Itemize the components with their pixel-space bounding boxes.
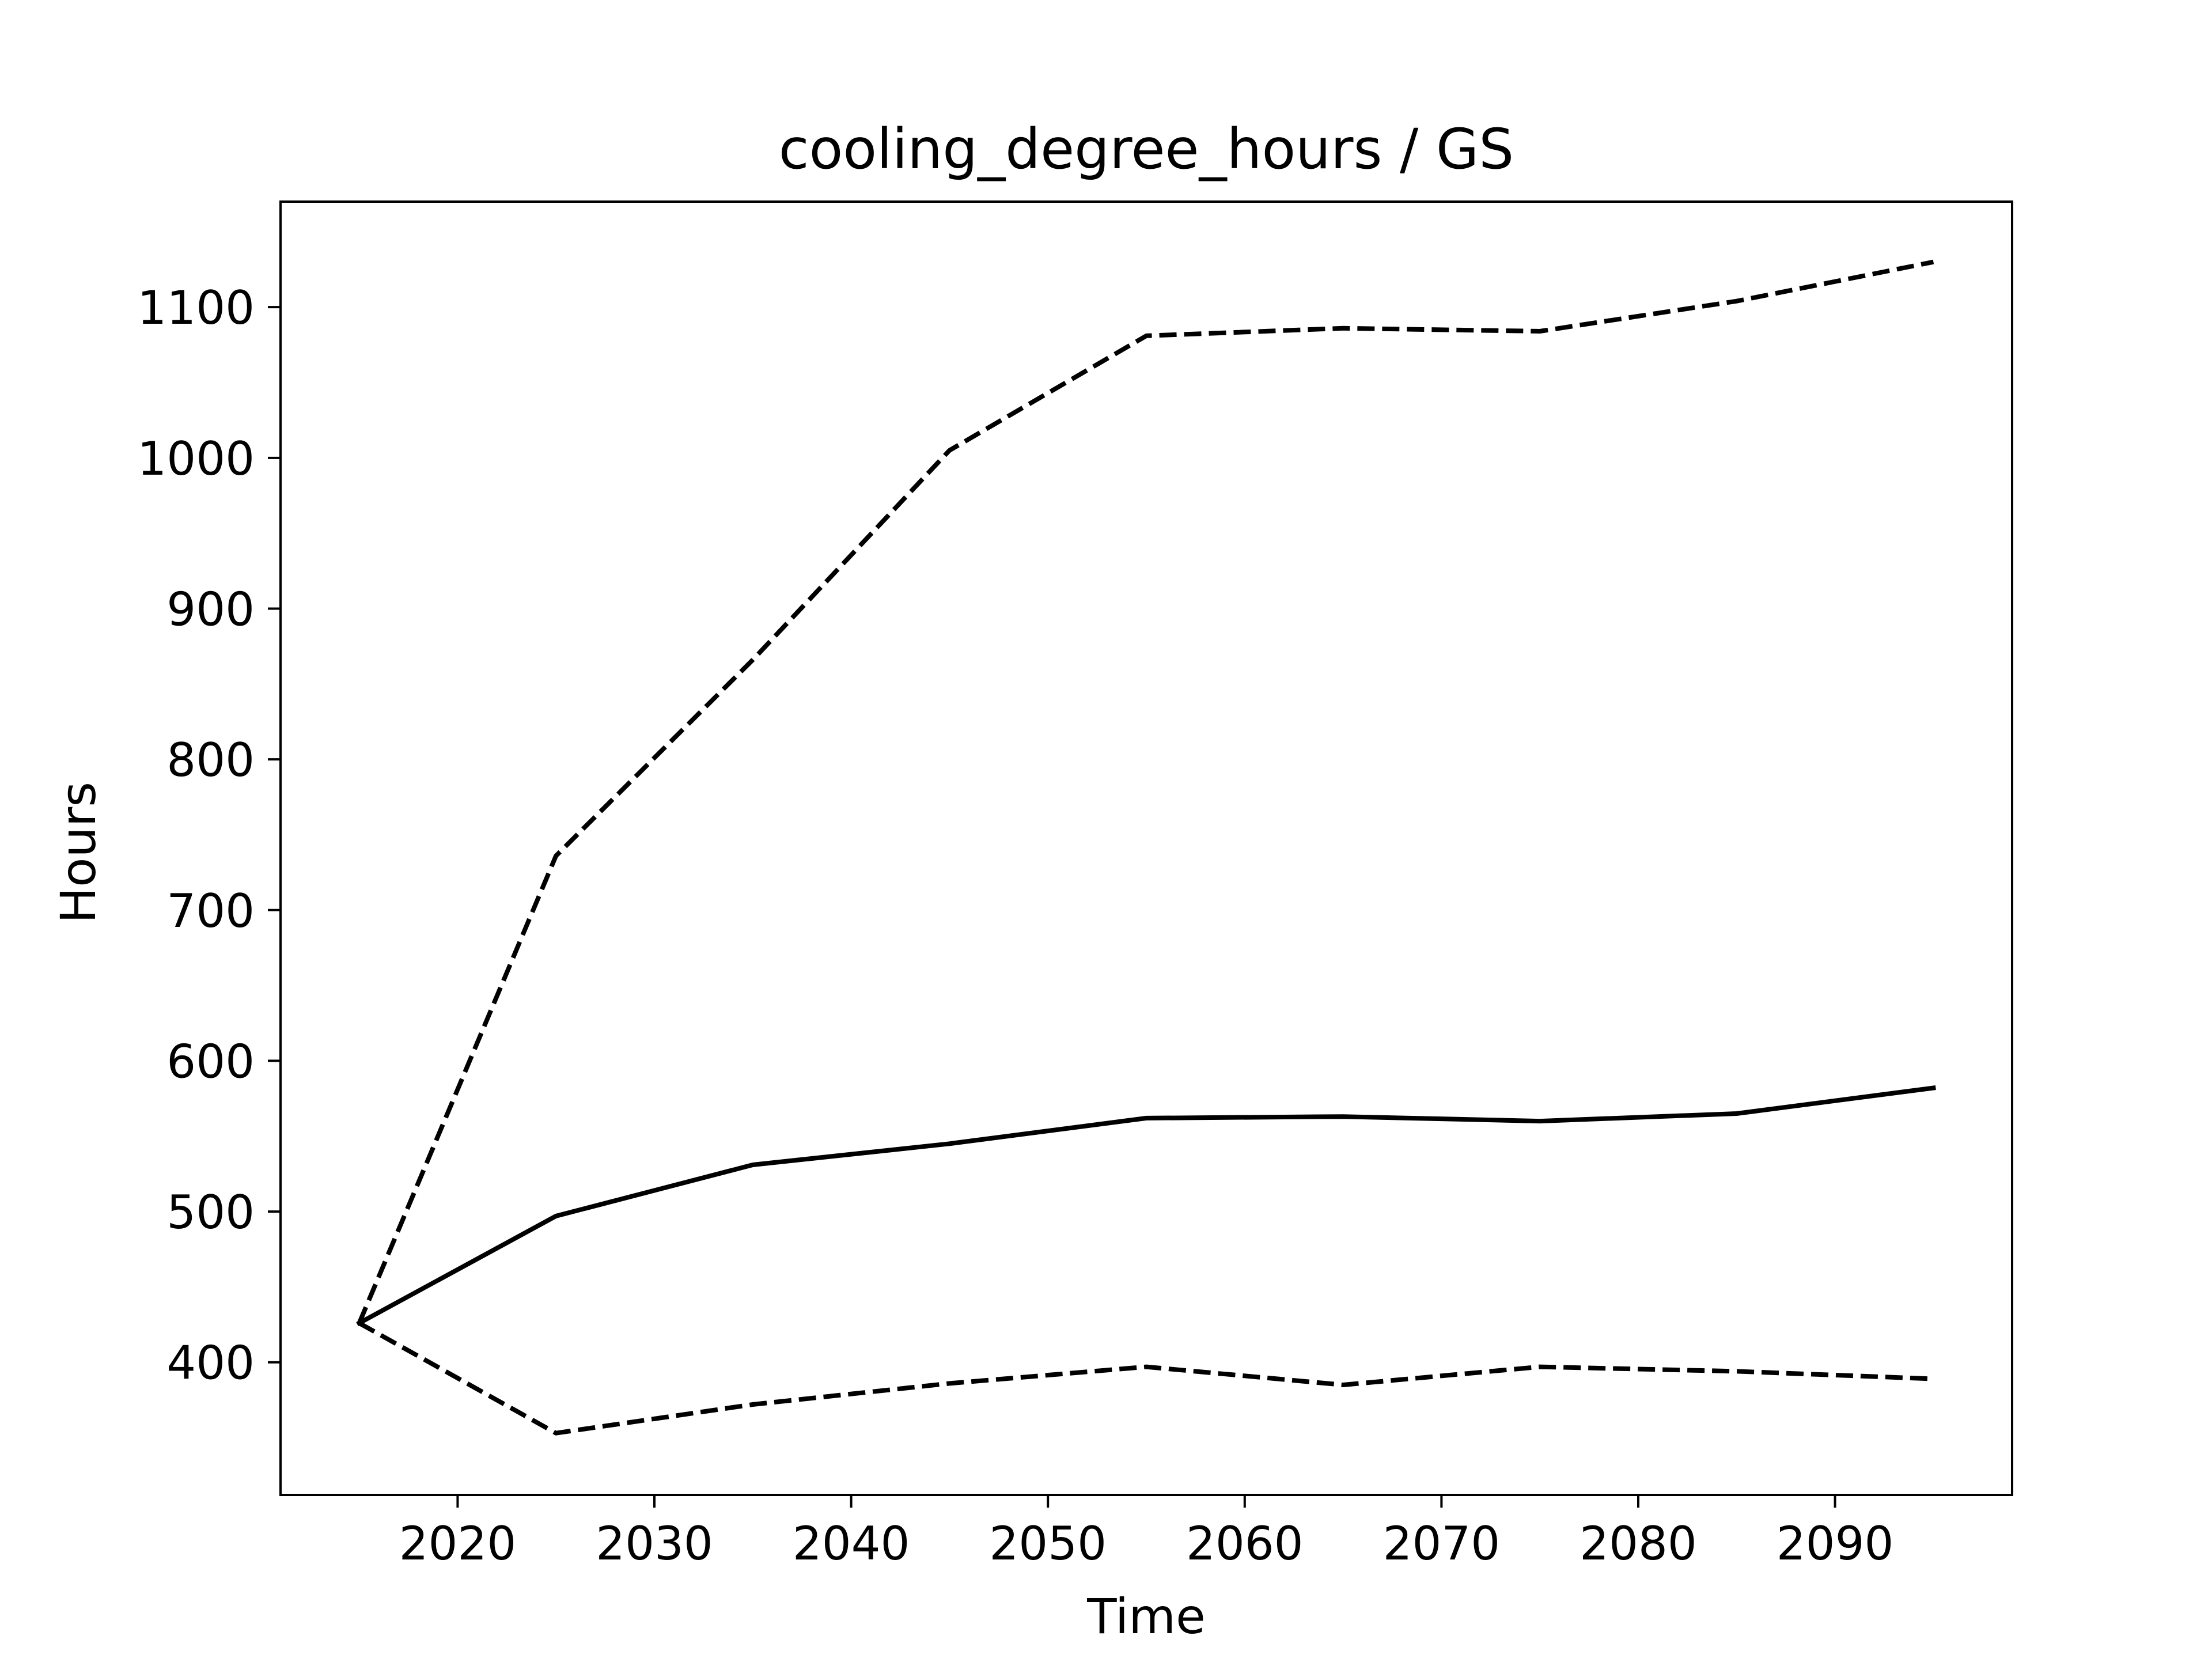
series-layer bbox=[356, 259, 1936, 1436]
y-tick-label: 900 bbox=[166, 582, 255, 636]
plot-frame bbox=[279, 200, 2013, 1496]
y-tick-label: 800 bbox=[166, 733, 255, 787]
chart-title: cooling_degree_hours / GS bbox=[779, 117, 1514, 181]
x-tick-label: 2080 bbox=[1580, 1517, 1697, 1570]
y-tick-label: 1000 bbox=[137, 432, 255, 486]
y-tick-label: 500 bbox=[166, 1186, 255, 1239]
series-line-3 bbox=[358, 1321, 1934, 1436]
x-tick-label: 2050 bbox=[989, 1517, 1107, 1570]
x-tick-label: 2060 bbox=[1186, 1517, 1304, 1570]
y-tick-label: 1100 bbox=[137, 281, 255, 335]
series-line-1 bbox=[357, 259, 1934, 1324]
x-axis-label: Time bbox=[1086, 1588, 1206, 1645]
y-axis-label: Hours bbox=[50, 782, 107, 923]
y-tick-label: 700 bbox=[166, 884, 255, 938]
x-tick-label: 2020 bbox=[399, 1517, 517, 1570]
x-tick-label: 2070 bbox=[1383, 1517, 1501, 1570]
tick-layer: 2020 2030 2040 2050 2060 2070 2080 2090 400 500 60… bbox=[137, 281, 1893, 1570]
series-line-2 bbox=[356, 1085, 1936, 1327]
y-tick-label: 400 bbox=[166, 1337, 255, 1390]
x-tick-label: 2040 bbox=[793, 1517, 910, 1570]
x-tick-label: 2030 bbox=[596, 1517, 713, 1570]
x-tick-label: 2090 bbox=[1777, 1517, 1894, 1570]
y-tick-label: 600 bbox=[166, 1035, 255, 1088]
